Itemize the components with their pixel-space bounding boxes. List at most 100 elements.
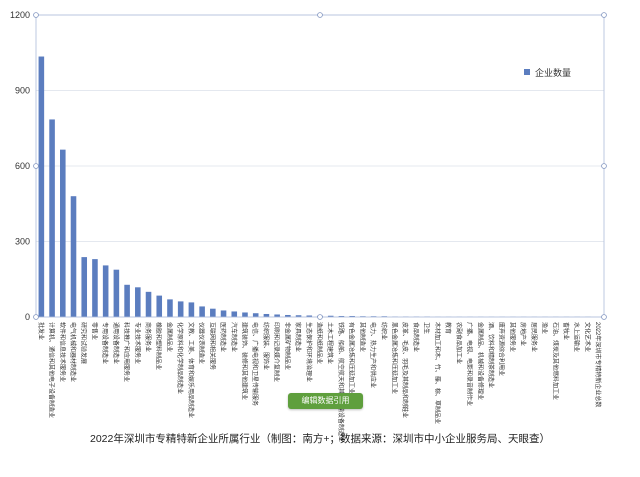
- bar: [124, 284, 130, 317]
- x-tick-label: 有色金属冶炼和压延加工业: [348, 322, 356, 394]
- bar: [252, 313, 259, 317]
- legend: 企业数量: [524, 67, 571, 78]
- x-tick-label: 软件和信息技术服务业: [58, 322, 66, 382]
- x-tick-label: 家具制造业: [294, 322, 302, 352]
- x-tick-label: 教育: [444, 322, 452, 334]
- y-axis-ticks: 0 300 600 900 1200: [10, 10, 30, 322]
- x-tick-label: 其他服务业: [508, 322, 516, 352]
- x-tick-label: 纺织业: [380, 322, 388, 340]
- bar: [81, 257, 88, 317]
- legend-swatch: [524, 69, 530, 75]
- x-tick-label: 石油、煤炭及其他燃料加工业: [551, 322, 559, 400]
- resize-handle[interactable]: [33, 163, 39, 169]
- bar: [156, 295, 163, 317]
- x-tick-label: 土木工程建筑业: [326, 322, 334, 364]
- x-tick-label: 零售业: [90, 322, 98, 340]
- x-tick-label: 畜牧业: [562, 322, 570, 340]
- x-tick-label: 造纸和纸制品业: [316, 322, 324, 364]
- y-tick-label: 600: [15, 161, 30, 171]
- x-tick-label: 2022年深圳市专精特新企业总数: [594, 322, 602, 407]
- bar: [102, 265, 109, 317]
- bar: [231, 311, 238, 317]
- resize-handle[interactable]: [33, 314, 39, 320]
- resize-handle[interactable]: [601, 314, 607, 320]
- x-tick-label: 电信、广播电视和卫星传输服务: [251, 322, 259, 406]
- x-tick-label: 橡胶和塑料制品业: [155, 322, 163, 370]
- bar-series: [38, 56, 591, 318]
- bar: [188, 302, 195, 317]
- x-tick-label: 卫生: [423, 322, 431, 334]
- x-tick-label: 印刷和记录媒介复制业: [273, 322, 281, 382]
- bar: [220, 310, 227, 317]
- bar: [145, 291, 152, 317]
- bar: [70, 196, 77, 317]
- x-tick-label: 专业技术服务业: [133, 322, 141, 364]
- resize-handle[interactable]: [317, 314, 323, 320]
- resize-handle[interactable]: [601, 163, 607, 169]
- x-tick-label: 黑色金属冶炼和压延加工业: [391, 322, 399, 394]
- x-tick-label: 金属制品、机械和设备修理业: [476, 322, 484, 400]
- y-tick-label: 900: [15, 86, 30, 96]
- bar: [199, 306, 205, 317]
- y-tick-label: 300: [15, 237, 30, 247]
- bar: [113, 269, 120, 317]
- resize-handle[interactable]: [33, 12, 39, 18]
- x-tick-label: 医药制造业: [219, 322, 227, 352]
- x-tick-label: 汽车制造业: [230, 322, 238, 352]
- chart-caption: 2022年深圳市专精特新企业所属行业（制图：南方+；数据来源：深圳市中小企业服务…: [90, 433, 550, 445]
- x-tick-label: 文教、工美、体育和娱乐用品制造业: [187, 322, 195, 418]
- x-tick-label: 生态保护和环境治理业: [305, 322, 313, 382]
- bar: [295, 315, 302, 317]
- bar: [135, 287, 141, 317]
- bar: [349, 315, 355, 317]
- bar: [274, 314, 280, 317]
- x-tick-label: 金属制品业: [165, 322, 173, 352]
- x-tick-label: 通用设备制造业: [112, 322, 120, 364]
- bar: [285, 314, 291, 317]
- x-tick-label: 农副食品加工业: [455, 322, 463, 364]
- x-tick-label: 化学原料和化学制品制造业: [176, 322, 184, 394]
- x-tick-label: 电气机械和器材制造业: [69, 322, 77, 382]
- bar: [167, 299, 173, 317]
- x-tick-label: 废弃资源综合利用业: [498, 322, 506, 376]
- bar: [210, 308, 216, 317]
- x-tick-label: 纺织服装、服饰业: [262, 322, 270, 370]
- x-tick-label: 批发业: [37, 322, 45, 340]
- x-tick-label: 广播、电视、电影和录音制作业: [466, 322, 474, 406]
- x-tick-label: 食品制造业: [412, 322, 420, 352]
- bar: [49, 119, 55, 317]
- bar: [92, 259, 98, 317]
- bar: [242, 312, 248, 317]
- x-tick-label: 计算机、通信和其他电子设备制造业: [48, 322, 56, 418]
- x-tick-label: 仪器仪表制造业: [198, 322, 206, 364]
- bar: [38, 56, 45, 318]
- x-tick-label: 商务服务业: [144, 322, 152, 352]
- bar: [177, 301, 184, 317]
- x-tick-label: 酒、饮料和精制茶制造业: [487, 322, 495, 388]
- bar: [327, 315, 334, 317]
- x-tick-label: 科技推广和应用服务业: [123, 322, 131, 382]
- x-tick-label: 渔业: [541, 322, 549, 334]
- x-axis-labels: 批发业 计算机、通信和其他电子设备制造业 软件和信息技术服务业 电气机械和器材制造业研…: [37, 322, 602, 442]
- x-tick-label: 水上运输业: [573, 322, 581, 352]
- x-tick-label: 电力、热力生产和供应业: [369, 322, 377, 388]
- bar: [60, 149, 66, 317]
- bar: [306, 315, 313, 317]
- x-tick-label: 铁路、船舶、航空航天和其他运输设备制造业: [337, 322, 345, 442]
- bar: [338, 315, 345, 317]
- edit-data-reference-button[interactable]: 编辑数据引用: [288, 393, 363, 409]
- x-tick-label: 房地产业: [519, 322, 527, 346]
- x-tick-label: 居民服务业: [530, 322, 538, 352]
- y-tick-label: 1200: [10, 10, 30, 20]
- x-tick-label: 专用设备制造业: [101, 322, 109, 364]
- x-tick-label: 皮革、毛皮、羽毛及其制品和制鞋业: [401, 322, 409, 418]
- selection-frame: [33, 12, 607, 320]
- x-tick-label: 其他制造业: [358, 322, 366, 352]
- resize-handle[interactable]: [601, 12, 607, 18]
- resize-handle[interactable]: [317, 12, 323, 18]
- bar: [263, 313, 270, 317]
- grid-lines: [36, 14, 604, 318]
- x-tick-label: 文化艺术业: [583, 322, 591, 352]
- legend-label: 企业数量: [535, 67, 571, 78]
